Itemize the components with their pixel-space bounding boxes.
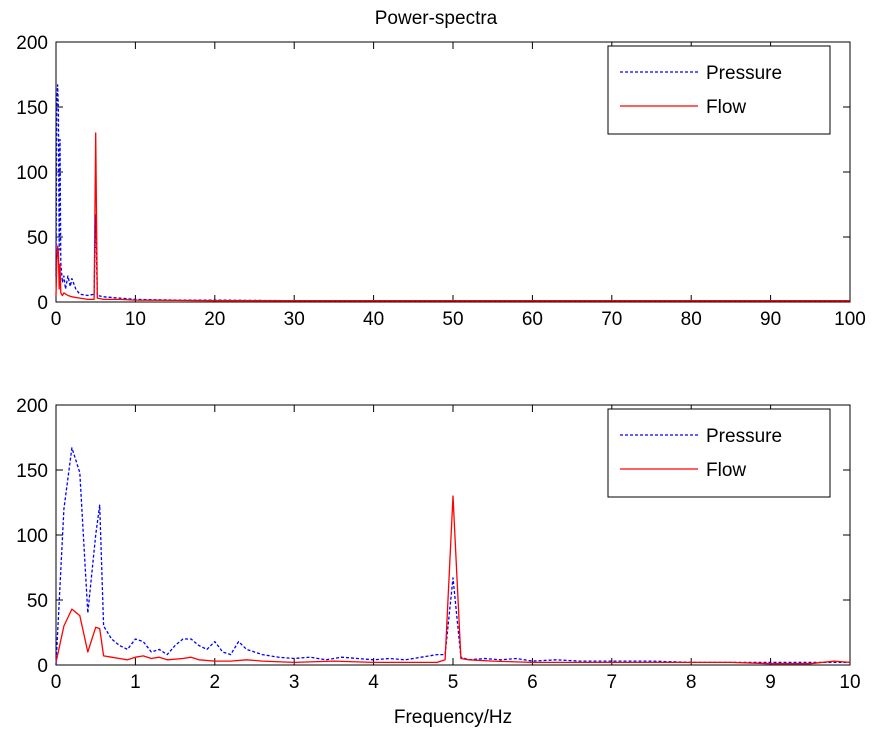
- top-panel: 0 10 20 30 40 50 60 70 80 90 100 0 50 100 150 200 Pressu…: [16, 33, 866, 330]
- x-tick-label: 100: [834, 309, 866, 330]
- x-tick-label: 9: [765, 672, 776, 693]
- y-tick-label: 150: [16, 461, 48, 482]
- legend-box: [607, 45, 831, 135]
- x-tick-label: 80: [681, 309, 702, 330]
- legend-label-flow: Flow: [706, 460, 746, 481]
- x-tick-label: 3: [289, 672, 300, 693]
- y-tick-label: 0: [37, 656, 48, 677]
- x-tick-label: 30: [284, 309, 305, 330]
- x-tick-label: 90: [760, 309, 781, 330]
- x-tick-label: 4: [368, 672, 379, 693]
- legend-box: [607, 408, 831, 498]
- x-tick-label: 20: [204, 309, 225, 330]
- y-tick-label: 100: [16, 526, 48, 547]
- chart-title: Power-spectra: [374, 8, 498, 29]
- x-tick-label: 0: [51, 672, 62, 693]
- x-tick-label: 50: [442, 309, 463, 330]
- x-tick-label: 7: [607, 672, 618, 693]
- legend-label-pressure: Pressure: [706, 63, 782, 84]
- x-tick-label: 0: [51, 309, 62, 330]
- x-tick-label: 8: [686, 672, 697, 693]
- y-tick-label: 200: [16, 396, 48, 417]
- x-axis-label: Frequency/Hz: [393, 707, 513, 728]
- x-tick-label: 70: [601, 309, 622, 330]
- series-line-flow: [55, 132, 850, 302]
- x-tick-label: 40: [363, 309, 384, 330]
- series-line-pressure: [55, 84, 850, 302]
- series-line-pressure: [55, 447, 850, 666]
- x-tick-label: 10: [125, 309, 146, 330]
- x-tick-label: 10: [839, 672, 860, 693]
- legend-label-flow: Flow: [706, 97, 746, 118]
- x-tick-label: 60: [522, 309, 543, 330]
- y-tick-label: 50: [27, 228, 48, 249]
- y-tick-label: 100: [16, 163, 48, 184]
- legend-label-pressure: Pressure: [706, 426, 782, 447]
- x-tick-label: 2: [210, 672, 221, 693]
- x-tick-label: 6: [527, 672, 538, 693]
- y-tick-label: 0: [37, 293, 48, 314]
- y-tick-label: 50: [27, 591, 48, 612]
- x-tick-label: 5: [448, 672, 459, 693]
- x-tick-label: 1: [130, 672, 141, 693]
- y-tick-label: 150: [16, 98, 48, 119]
- y-tick-label: 200: [16, 33, 48, 54]
- series-line-flow: [55, 495, 851, 665]
